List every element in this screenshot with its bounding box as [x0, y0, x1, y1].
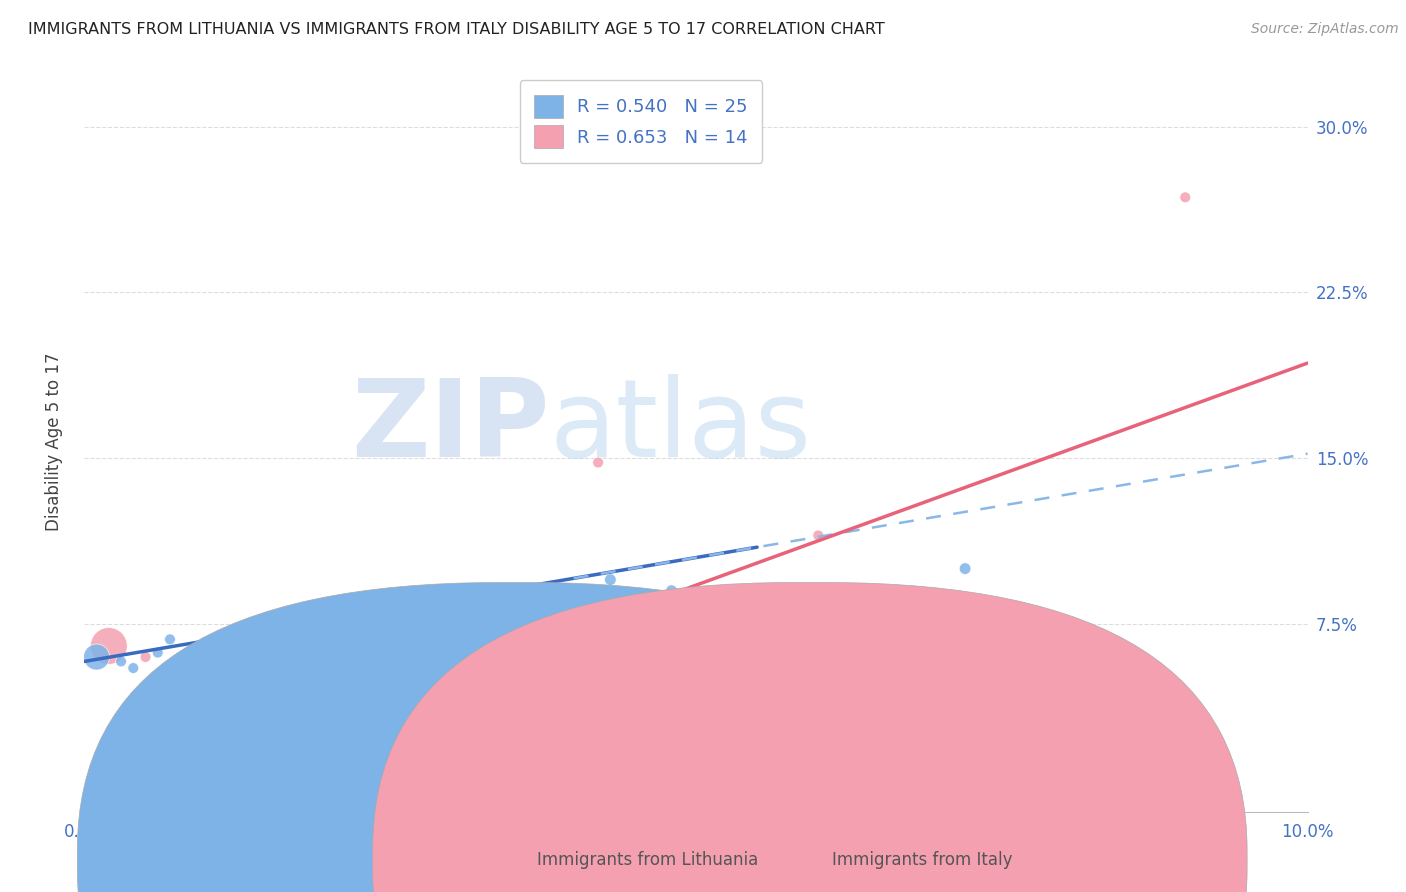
Point — [526, 601, 548, 615]
Point — [110, 655, 132, 669]
Point — [661, 583, 683, 598]
Point — [586, 456, 609, 470]
Point — [953, 716, 976, 731]
Text: Immigrants from Italy: Immigrants from Italy — [832, 851, 1012, 869]
Point — [219, 657, 242, 671]
Point — [97, 639, 120, 653]
Point — [427, 650, 450, 665]
Text: atlas: atlas — [550, 374, 811, 480]
Text: IMMIGRANTS FROM LITHUANIA VS IMMIGRANTS FROM ITALY DISABILITY AGE 5 TO 17 CORREL: IMMIGRANTS FROM LITHUANIA VS IMMIGRANTS … — [28, 22, 884, 37]
Point — [219, 639, 242, 653]
Point — [404, 639, 426, 653]
Point — [159, 632, 181, 647]
Point — [807, 528, 830, 542]
Point — [195, 639, 218, 653]
Point — [232, 655, 254, 669]
Point — [257, 639, 280, 653]
Text: Source: ZipAtlas.com: Source: ZipAtlas.com — [1251, 22, 1399, 37]
Point — [367, 616, 389, 631]
Y-axis label: Disability Age 5 to 17: Disability Age 5 to 17 — [45, 352, 63, 531]
Point — [269, 655, 291, 669]
Text: Immigrants from Lithuania: Immigrants from Lithuania — [537, 851, 758, 869]
Point — [342, 650, 364, 665]
Legend: R = 0.540   N = 25, R = 0.653   N = 14: R = 0.540 N = 25, R = 0.653 N = 14 — [520, 80, 762, 163]
Text: ZIP: ZIP — [350, 374, 550, 480]
Point — [489, 583, 512, 598]
Point — [562, 595, 585, 609]
Point — [122, 661, 145, 675]
Point — [146, 646, 169, 660]
Point — [404, 650, 426, 665]
Point — [380, 632, 402, 647]
Point — [685, 606, 707, 620]
Point — [953, 561, 976, 575]
Point — [135, 650, 157, 665]
Point — [172, 661, 194, 675]
Point — [1174, 190, 1197, 204]
Point — [599, 573, 621, 587]
Point — [86, 650, 108, 665]
Point — [305, 646, 328, 660]
Point — [367, 646, 389, 660]
Point — [183, 655, 205, 669]
Point — [453, 616, 475, 631]
Point — [330, 639, 353, 653]
Point — [856, 661, 879, 675]
Point — [281, 672, 304, 686]
Point — [318, 646, 340, 660]
